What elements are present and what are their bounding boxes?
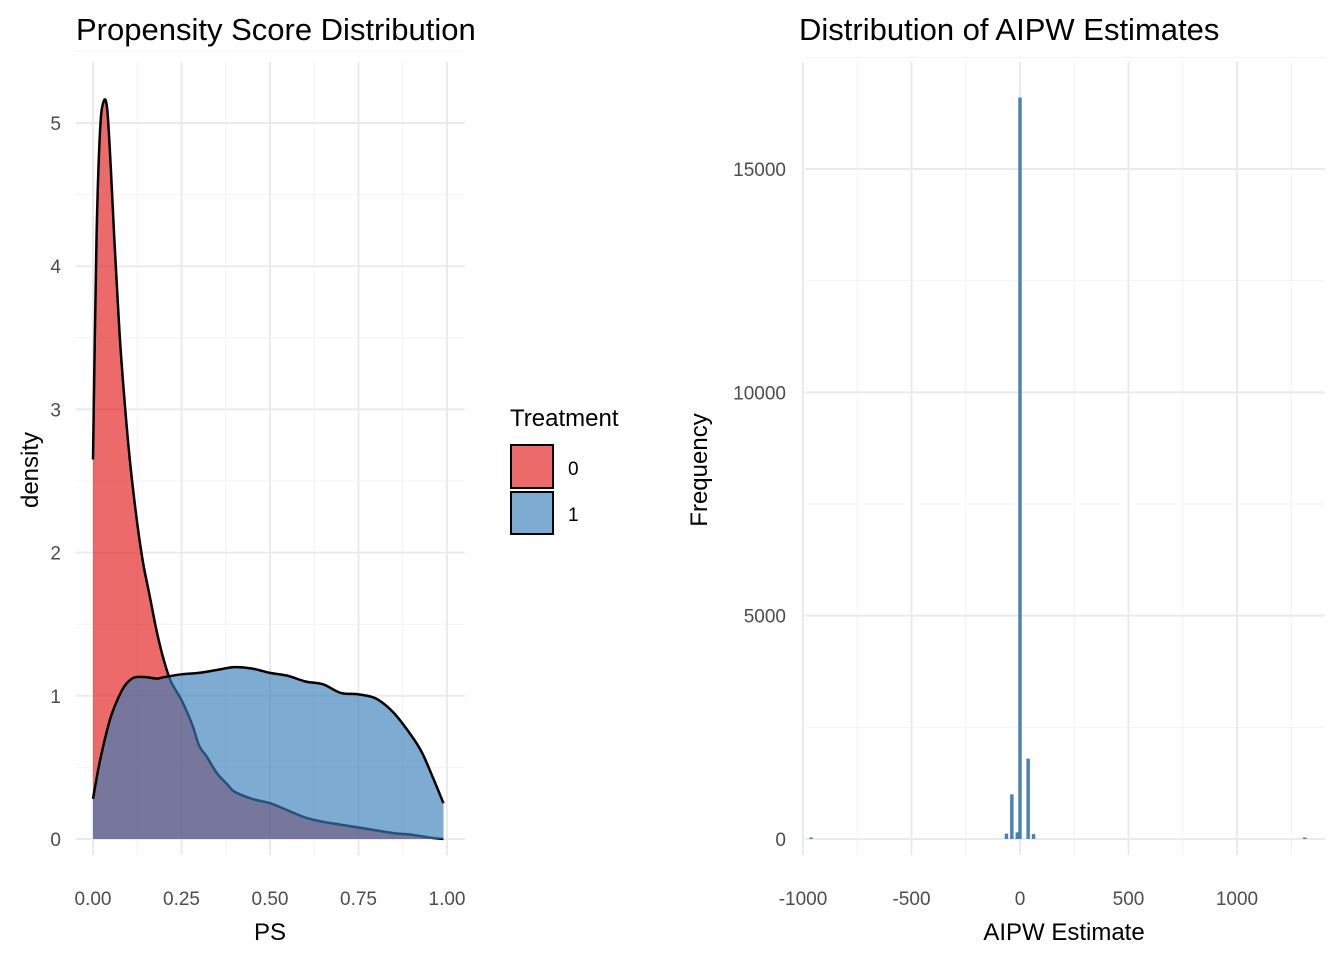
density-y-tick-label: 4 [50, 257, 61, 278]
histogram-y-ticks: 0 5000 10000 15000 [733, 160, 786, 851]
density-x-tick-label: 0.50 [252, 889, 289, 910]
histogram-bar [1031, 834, 1036, 839]
density-x-ticks: 0.00 0.25 0.50 0.75 1.00 [75, 889, 466, 910]
density-x-axis-title: PS [254, 919, 286, 946]
histogram-y-axis-title: Frequency [686, 413, 713, 526]
density-y-tick-label: 5 [50, 114, 61, 135]
histogram-bar [1018, 97, 1022, 840]
histogram-x-tick-label: -500 [892, 889, 930, 910]
density-x-tick-label: 1.00 [429, 889, 466, 910]
histogram-plot-title: Distribution of AIPW Estimates [799, 12, 1219, 47]
density-plot-title: Propensity Score Distribution [76, 12, 476, 47]
histogram-y-tick-label: 0 [775, 830, 786, 851]
histogram-x-tick-label: 500 [1113, 889, 1145, 910]
histogram-x-tick-label: -1000 [779, 889, 828, 910]
legend-label-0: 0 [568, 459, 579, 480]
density-areas [91, 98, 445, 841]
density-y-tick-label: 1 [50, 687, 61, 708]
histogram-bar [1303, 837, 1307, 839]
density-y-tick-label: 0 [50, 830, 61, 851]
histogram-y-tick-label: 5000 [744, 607, 786, 628]
density-x-tick-label: 0.00 [75, 889, 112, 910]
histogram-x-axis-title: AIPW Estimate [983, 919, 1144, 946]
histogram-y-tick-label: 15000 [733, 160, 786, 181]
density-y-tick-label: 3 [50, 400, 61, 421]
histogram-gridlines [802, 56, 1325, 855]
histogram-bars [809, 97, 1307, 840]
histogram-x-ticks: -1000 -500 0 500 1000 [779, 889, 1258, 910]
density-y-axis-title: density [17, 432, 44, 508]
density-y-ticks: 0 1 2 3 4 5 [50, 114, 61, 851]
histogram-bar [1010, 794, 1014, 839]
legend-title: Treatment [510, 405, 619, 432]
density-area-1 [93, 667, 444, 839]
histogram-bar [1015, 832, 1019, 839]
legend-label-1: 1 [568, 505, 579, 526]
density-y-tick-label: 2 [50, 544, 61, 565]
density-x-tick-label: 0.75 [340, 889, 377, 910]
histogram-x-tick-label: 1000 [1216, 889, 1258, 910]
histogram-bar [1004, 833, 1009, 839]
legend-key-1 [510, 491, 554, 535]
histogram-bar [1026, 758, 1030, 839]
histogram-panel: Distribution of AIPW Estimates -1000 -500… [686, 12, 1325, 946]
histogram-y-tick-label: 10000 [733, 383, 786, 404]
legend-key-0 [510, 444, 554, 489]
histogram-x-tick-label: 0 [1015, 889, 1026, 910]
density-panel: Propensity Score Distribution 0.00 0.25 0.… [17, 12, 476, 946]
density-line-1 [91, 665, 445, 804]
legend: Treatment 0 1 [510, 405, 619, 535]
density-x-tick-label: 0.25 [163, 889, 200, 910]
histogram-bar [809, 837, 813, 839]
